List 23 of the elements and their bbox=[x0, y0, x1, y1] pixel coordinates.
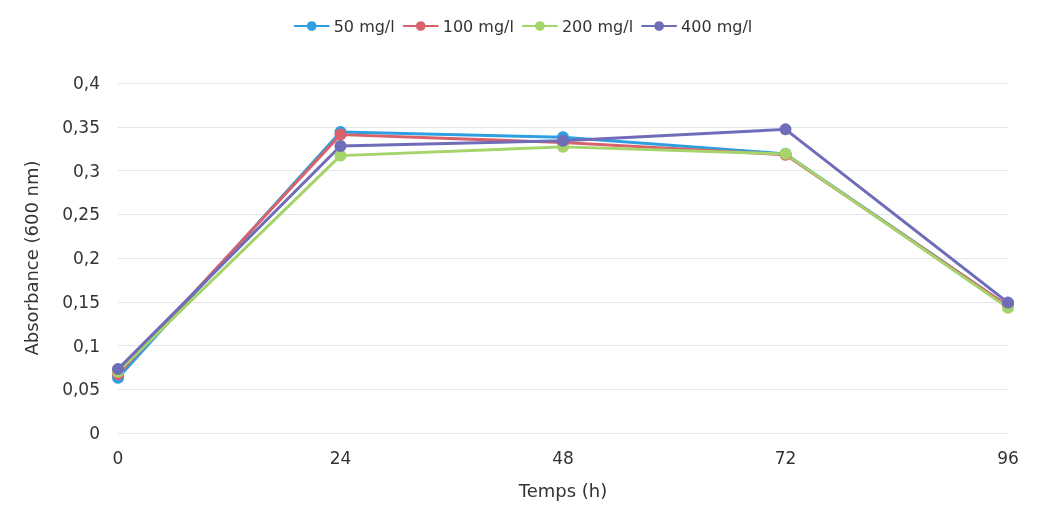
y-tick-label: 0,2 bbox=[72, 248, 100, 268]
y-tick-label: 0,3 bbox=[72, 160, 100, 181]
legend-label: 400 mg/l bbox=[681, 16, 753, 36]
legend-label: 200 mg/l bbox=[561, 16, 634, 36]
legend-label: 100 mg/l bbox=[442, 16, 514, 36]
y-tick-label: 0,15 bbox=[62, 291, 100, 312]
y-tick-label: 0,4 bbox=[72, 73, 100, 93]
y-axis-title: Absorbance (600 nm) bbox=[20, 160, 42, 356]
x-tick-label: 96 bbox=[997, 447, 1019, 468]
x-axis-title: Temps (h) bbox=[517, 479, 608, 501]
x-tick-label: 72 bbox=[774, 447, 797, 468]
y-tick-label: 0,35 bbox=[62, 116, 100, 137]
y-tick-label: 0 bbox=[89, 423, 100, 443]
y-tick-label: 0,05 bbox=[62, 379, 100, 400]
x-tick-label: 48 bbox=[552, 447, 574, 468]
x-tick-label: 0 bbox=[112, 447, 124, 468]
y-tick-label: 0,25 bbox=[62, 204, 100, 225]
point bbox=[1002, 296, 1014, 309]
point bbox=[779, 123, 792, 136]
x-tick-label: 24 bbox=[329, 447, 352, 468]
legend-label: 50 mg/l bbox=[333, 16, 395, 36]
y-tick-label: 0,1 bbox=[72, 335, 100, 356]
point bbox=[334, 140, 347, 152]
